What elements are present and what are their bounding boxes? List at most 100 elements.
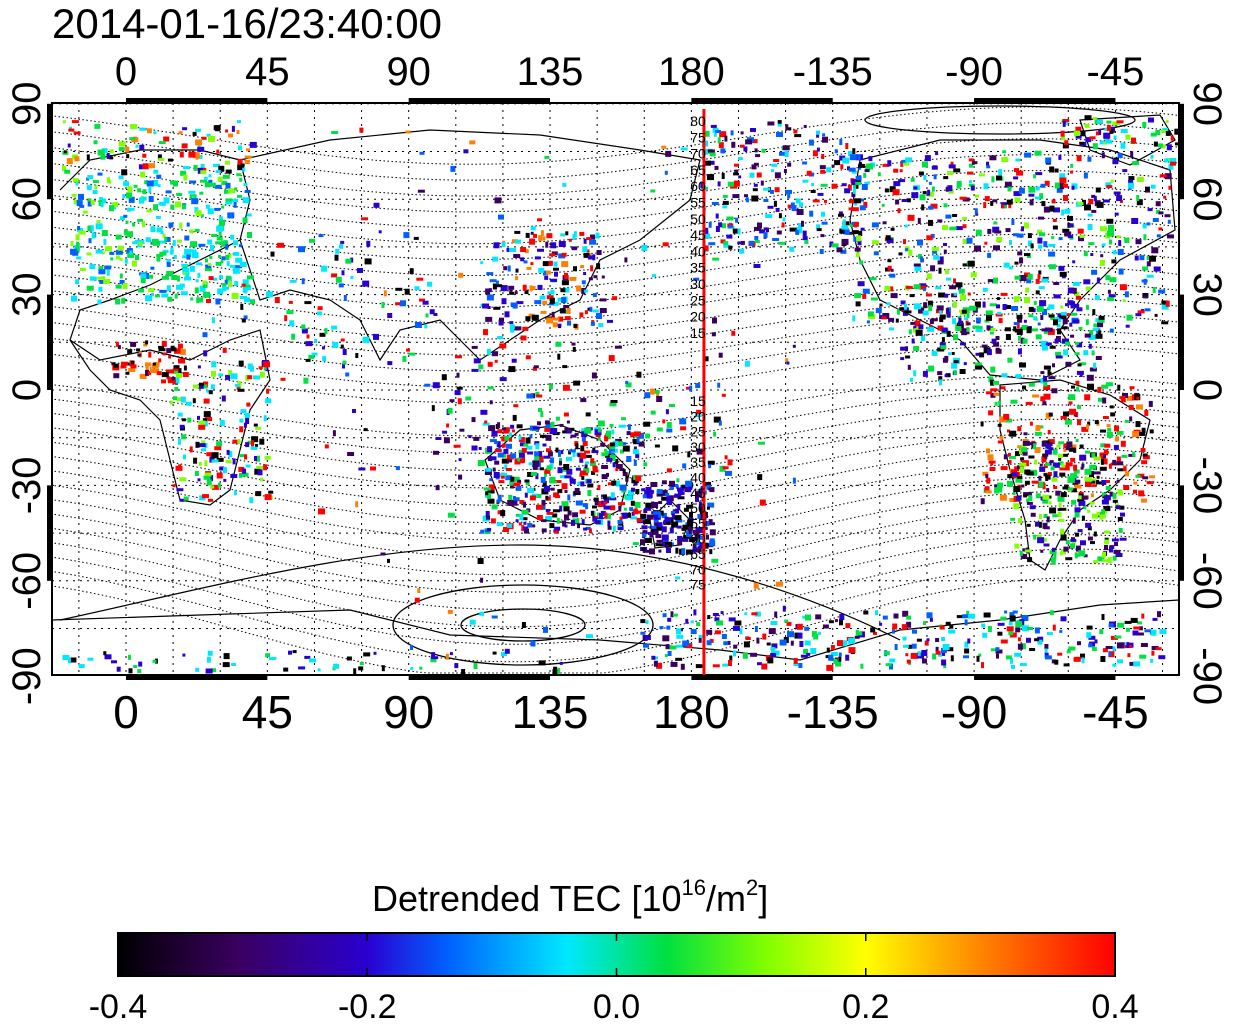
tec-pixel: [607, 525, 612, 530]
tec-pixel: [1088, 334, 1096, 340]
tec-pixel: [666, 428, 673, 433]
tec-pixel: [150, 226, 156, 233]
tec-pixel: [870, 627, 876, 633]
tec-pixel: [1059, 472, 1066, 477]
tec-pixel: [564, 475, 572, 479]
tec-pixel: [1056, 188, 1063, 193]
tec-pixel: [1086, 625, 1093, 630]
tec-pixel: [908, 329, 912, 335]
tec-pixel: [997, 440, 1004, 444]
tec-pixel: [1015, 627, 1021, 633]
tec-pixel: [859, 205, 866, 211]
tec-pixel: [646, 514, 654, 520]
tec-pixel: [841, 225, 849, 230]
tec-pixel: [1033, 300, 1037, 305]
tec-pixel: [1048, 304, 1055, 310]
tec-pixel: [751, 612, 758, 616]
tec-pixel: [249, 141, 257, 148]
coastline: [1079, 114, 1176, 166]
tec-pixel: [1061, 549, 1066, 555]
tec-pixel: [340, 240, 345, 244]
tec-pixel: [662, 242, 669, 247]
tec-pixel: [929, 617, 933, 622]
tec-pixel: [144, 180, 149, 185]
tec-pixel: [174, 370, 178, 374]
tec-pixel: [901, 199, 909, 202]
tec-pixel: [590, 234, 595, 240]
tec-pixel: [969, 305, 977, 311]
tec-pixel: [317, 306, 323, 311]
tec-pixel: [109, 149, 114, 154]
tec-pixel: [881, 316, 887, 320]
tec-pixel: [183, 496, 189, 501]
tec-pixel: [1138, 490, 1145, 497]
tec-pixel: [995, 649, 1003, 654]
tec-pixel: [1044, 648, 1048, 655]
tec-pixel: [759, 499, 766, 506]
tec-pixel: [1169, 158, 1177, 163]
tec-pixel: [352, 409, 356, 413]
tec-pixel: [521, 517, 528, 521]
tec-pixel: [146, 128, 152, 134]
tec-pixel: [242, 279, 249, 285]
tec-pixel: [1122, 299, 1126, 303]
tec-pixel: [663, 519, 671, 525]
tec-pixel: [227, 253, 232, 258]
tec-pixel: [152, 180, 159, 186]
tec-pixel: [537, 248, 544, 252]
tec-pixel: [215, 298, 221, 305]
tec-pixel: [165, 190, 172, 194]
tec-pixel: [263, 361, 271, 368]
tec-pixel: [493, 306, 501, 310]
tec-pixel: [1072, 517, 1076, 524]
tec-pixel: [610, 400, 618, 403]
tec-pixel: [1016, 314, 1023, 319]
tec-pixel: [180, 283, 184, 290]
tec-pixel: [203, 291, 211, 298]
tec-pixel: [501, 458, 509, 464]
tec-pixel: [237, 145, 242, 151]
tec-pixel: [103, 278, 111, 284]
tec-pixel: [482, 303, 490, 309]
tec-pixel: [536, 504, 543, 510]
tec-pixel: [911, 192, 919, 199]
tec-pixel: [985, 310, 993, 316]
tec-pixel: [225, 198, 233, 205]
tec-pixel: [454, 355, 462, 359]
tec-pixel: [708, 487, 715, 491]
tec-pixel: [669, 480, 675, 487]
tec-pixel: [1076, 307, 1083, 312]
tec-pixel: [666, 496, 672, 503]
contour-line: [52, 375, 1179, 437]
tec-pixel: [1060, 492, 1067, 498]
frame-bar-bottom: [126, 675, 268, 680]
contour-label: 35: [690, 260, 706, 276]
tec-pixel: [665, 150, 672, 157]
tec-pixel: [767, 205, 774, 209]
tec-pixel: [492, 467, 496, 472]
tec-pixel: [138, 288, 145, 293]
tec-pixel: [202, 384, 208, 389]
tec-pixel: [928, 205, 934, 210]
tec-pixel: [900, 346, 907, 351]
tec-pixel: [1099, 452, 1106, 459]
tec-pixel: [739, 248, 745, 254]
tec-pixel: [742, 652, 748, 659]
tec-pixel: [902, 644, 909, 648]
tec-pixel: [216, 441, 223, 447]
tec-pixel: [1009, 498, 1017, 502]
tec-pixel: [221, 205, 225, 209]
tec-pixel: [1015, 374, 1022, 379]
tec-pixel: [524, 492, 528, 498]
tec-pixel: [485, 491, 489, 496]
tec-pixel: [182, 653, 186, 657]
tec-pixel: [204, 181, 210, 188]
tec-pixel: [1018, 335, 1021, 341]
tec-pixel: [726, 234, 733, 239]
tec-pixel: [123, 229, 128, 235]
tec-pixel: [119, 257, 123, 261]
tec-pixel: [939, 317, 944, 323]
tec-pixel: [1092, 328, 1099, 331]
tec-pixel: [625, 380, 629, 384]
tec-pixel: [618, 424, 626, 428]
